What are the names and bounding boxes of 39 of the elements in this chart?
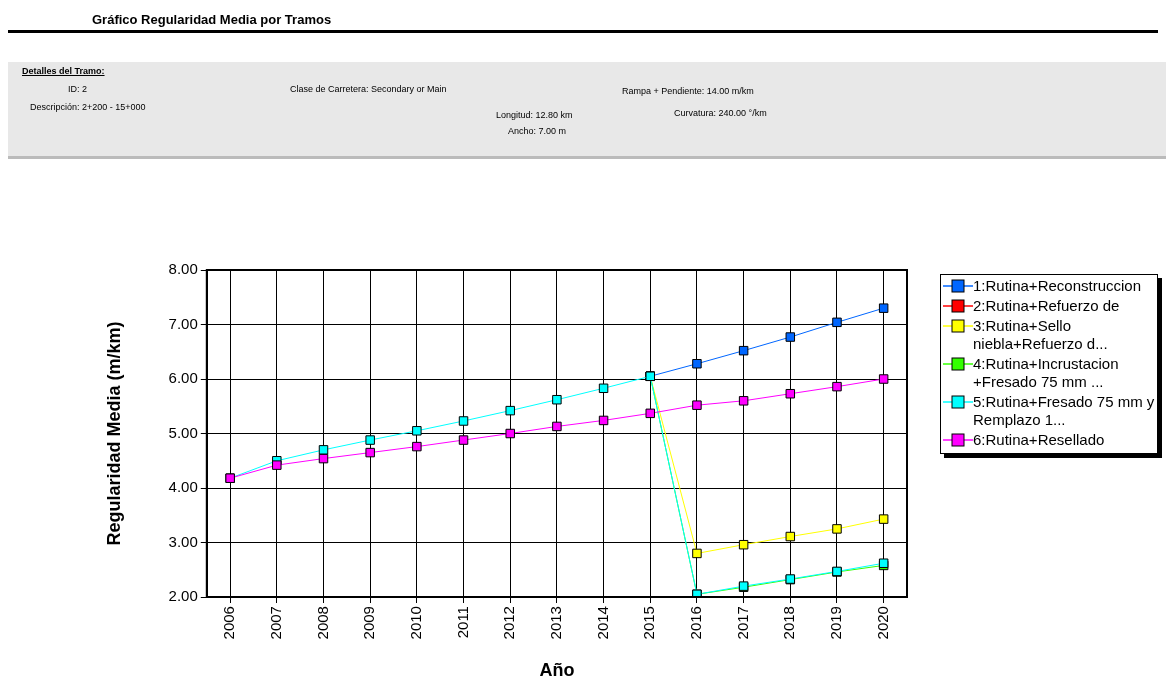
x-tick-label: 2006	[220, 606, 238, 640]
chart-title: Gráfico Regularidad Media por Tramos	[92, 12, 332, 27]
y-tick-label: 4.00	[168, 478, 198, 496]
x-tick-label: 2020	[873, 606, 891, 640]
y-axis-title: Regularidad Media (m/km)	[103, 321, 124, 546]
x-tick-label: 2016	[687, 606, 705, 640]
x-tick-label: 2008	[313, 606, 331, 640]
y-tick-label: 5.00	[168, 423, 198, 441]
legend-label: 4:Rutina+Incrustacion +Fresado 75 mm ...	[973, 355, 1120, 391]
text: Rampa + Pendiente: 14.00 m/km	[622, 86, 754, 96]
x-tick-label: 2014	[593, 606, 611, 640]
x-tick-label: 2007	[266, 606, 284, 640]
text: Descripción: 2+200 - 15+000	[30, 102, 146, 112]
x-tick-label: 2009	[360, 606, 378, 640]
text: Ancho: 7.00 m	[508, 126, 567, 136]
x-tick-label: 2010	[407, 606, 424, 640]
y-tick-label: 6.00	[168, 369, 198, 387]
x-tick-label: 2019	[827, 606, 845, 640]
y-tick-label: 8.00	[168, 260, 198, 278]
legend-label: 3:Rutina+Sello niebla+Refuerzo d...	[973, 317, 1109, 353]
legend-label: 5:Rutina+Fresado 75 mm y Remplazo 1...	[973, 393, 1155, 429]
legend-label: 2:Rutina+Refuerzo de	[973, 297, 1120, 315]
text: Clase de Carretera: Secondary or Main	[290, 84, 447, 94]
legend-label: 6:Rutina+Resellado	[973, 431, 1105, 449]
text: Longitud: 12.80 km	[496, 110, 573, 120]
legend-label: 1:Rutina+Reconstruccion	[973, 277, 1142, 295]
text: Curvatura: 240.00 °/km	[674, 108, 767, 118]
x-axis-title: Año	[539, 660, 575, 681]
x-tick-label: 2013	[547, 606, 565, 640]
x-tick-label: 2018	[780, 606, 798, 640]
text: Detalles del Tramo:	[22, 66, 105, 76]
y-tick-label: 3.00	[168, 532, 198, 550]
text: ID: 2	[68, 84, 88, 94]
x-tick-label: 2012	[500, 606, 518, 640]
y-tick-label: 2.00	[168, 587, 198, 605]
x-tick-label: 2015	[640, 606, 658, 640]
y-tick-label: 7.00	[168, 314, 198, 332]
x-tick-label: 2011	[453, 606, 471, 639]
x-tick-label: 2017	[733, 606, 751, 640]
